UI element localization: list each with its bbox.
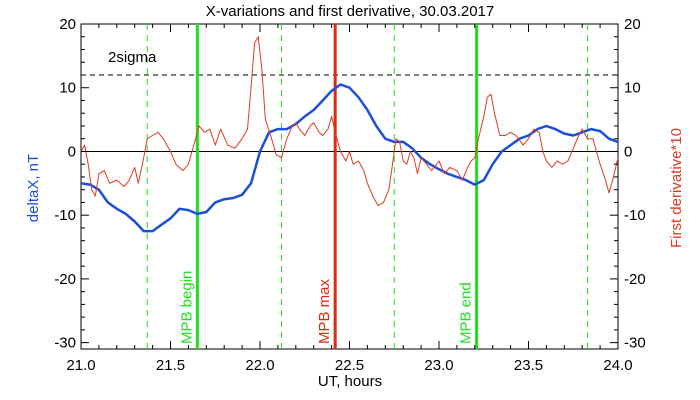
y-tick-label-left: -10	[54, 207, 76, 224]
y-tick-label-left: 10	[59, 80, 76, 97]
series-lines	[80, 36, 619, 233]
event-label-1: MPB begin	[178, 271, 195, 344]
x-tick-label: 24.0	[603, 357, 632, 374]
x-tick-label: 22.0	[245, 357, 274, 374]
y-tick-label-left: -20	[54, 271, 76, 288]
x-tick-label: 21.5	[156, 357, 185, 374]
y-tick-label-left: 20	[59, 16, 76, 33]
event-label-3: MPB max	[316, 278, 333, 344]
x-axis-title: UT, hours	[318, 373, 382, 390]
y-tick-label-left: 0	[68, 143, 76, 160]
x-tick-label: 23.5	[514, 357, 543, 374]
sigma-label: 2sigma	[108, 49, 157, 66]
y-tick-label-left: -30	[54, 335, 76, 352]
axis-ticks: 21.0 21.5 22.0 22.5 23.0 23.5 24.0 20 20 10 10 0 0 -1…	[54, 16, 645, 374]
chart-title: X-variations and first derivative, 30.03…	[206, 3, 495, 20]
y-tick-label-right: -20	[624, 271, 646, 288]
y-tick-label-right: -30	[624, 335, 646, 352]
y-tick-label-right: 10	[624, 80, 641, 97]
y-axis-title-right: First derivative*10	[668, 128, 685, 248]
x-tick-label: 21.0	[66, 357, 95, 374]
x-tick-label: 23.0	[424, 357, 453, 374]
plot-frame	[80, 23, 619, 350]
y-axis-title-left: deltaX, nT	[25, 154, 42, 222]
y-tick-label-right: 20	[624, 16, 641, 33]
event-label-5: MPB end	[458, 282, 475, 344]
series-line-0	[80, 83, 619, 233]
y-tick-label-right: 0	[624, 143, 632, 160]
x-tick-label: 22.5	[335, 357, 364, 374]
series-line-1	[80, 36, 619, 207]
event-lines: MPB begin MPB max MPB end	[146, 24, 589, 349]
y-tick-label-right: -10	[624, 207, 646, 224]
